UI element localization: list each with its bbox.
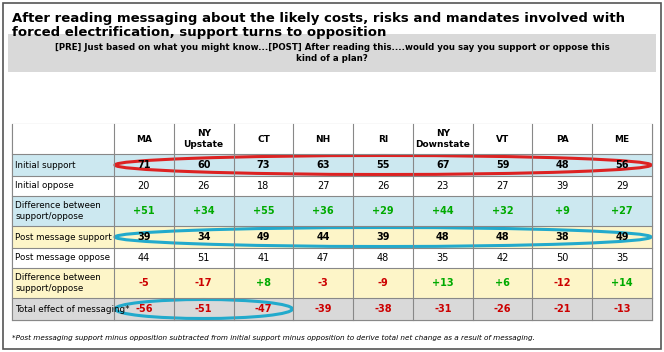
Text: +27: +27 <box>612 206 633 216</box>
Text: VT: VT <box>496 134 509 144</box>
Text: NH: NH <box>315 134 331 144</box>
Text: 48: 48 <box>436 232 450 242</box>
Text: 48: 48 <box>496 232 509 242</box>
Text: 27: 27 <box>496 181 509 191</box>
Text: 51: 51 <box>197 253 210 263</box>
Text: 39: 39 <box>137 232 151 242</box>
Text: 26: 26 <box>197 181 210 191</box>
Bar <box>12 124 652 320</box>
Text: 41: 41 <box>258 253 270 263</box>
Text: -26: -26 <box>494 304 511 314</box>
Bar <box>12 154 652 176</box>
Text: 49: 49 <box>616 232 629 242</box>
Text: -31: -31 <box>434 304 452 314</box>
Text: 47: 47 <box>317 253 329 263</box>
Text: RI: RI <box>378 134 388 144</box>
Text: 48: 48 <box>556 160 569 170</box>
Text: 44: 44 <box>137 253 150 263</box>
Bar <box>8 34 656 72</box>
Text: 50: 50 <box>556 253 568 263</box>
Text: CT: CT <box>257 134 270 144</box>
Text: 23: 23 <box>437 181 449 191</box>
Text: -39: -39 <box>315 304 332 314</box>
Bar <box>12 298 652 320</box>
Text: PA: PA <box>556 134 568 144</box>
Text: -17: -17 <box>195 278 212 288</box>
Text: 27: 27 <box>317 181 329 191</box>
Text: Post message oppose: Post message oppose <box>15 253 110 263</box>
Text: +32: +32 <box>492 206 513 216</box>
Text: -9: -9 <box>378 278 388 288</box>
Text: -38: -38 <box>374 304 392 314</box>
Text: -51: -51 <box>195 304 212 314</box>
Text: +9: +9 <box>555 206 570 216</box>
Text: +29: +29 <box>373 206 394 216</box>
Text: Initial support: Initial support <box>15 161 76 170</box>
Text: NY
Upstate: NY Upstate <box>184 129 224 149</box>
Text: 56: 56 <box>616 160 629 170</box>
Text: 44: 44 <box>317 232 330 242</box>
Bar <box>12 124 652 154</box>
Text: 55: 55 <box>376 160 390 170</box>
Text: -56: -56 <box>135 304 153 314</box>
Text: 29: 29 <box>616 181 628 191</box>
Text: NY
Downstate: NY Downstate <box>416 129 470 149</box>
Text: -3: -3 <box>318 278 329 288</box>
Text: 71: 71 <box>137 160 151 170</box>
Text: 73: 73 <box>257 160 270 170</box>
Text: Initial oppose: Initial oppose <box>15 182 74 190</box>
Text: 26: 26 <box>376 181 389 191</box>
Text: +36: +36 <box>312 206 334 216</box>
Text: 35: 35 <box>616 253 628 263</box>
Text: Difference between
support/oppose: Difference between support/oppose <box>15 273 101 293</box>
Text: [PRE] Just based on what you might know...[POST] After reading this....would you: [PRE] Just based on what you might know.… <box>54 43 610 63</box>
Text: forced electrification, support turns to opposition: forced electrification, support turns to… <box>12 26 386 39</box>
Text: -5: -5 <box>139 278 149 288</box>
Text: 60: 60 <box>197 160 210 170</box>
Text: After reading messaging about the likely costs, risks and mandates involved with: After reading messaging about the likely… <box>12 12 625 25</box>
Bar <box>12 196 652 226</box>
Text: 20: 20 <box>137 181 150 191</box>
Text: Post message support: Post message support <box>15 233 112 241</box>
Text: Difference between
support/oppose: Difference between support/oppose <box>15 201 101 221</box>
Text: Total effect of messaging*: Total effect of messaging* <box>15 304 129 314</box>
Text: +34: +34 <box>193 206 214 216</box>
Bar <box>12 248 652 268</box>
Text: 38: 38 <box>556 232 569 242</box>
Text: 49: 49 <box>257 232 270 242</box>
Text: MA: MA <box>136 134 152 144</box>
Text: -13: -13 <box>614 304 631 314</box>
Text: 35: 35 <box>437 253 449 263</box>
Text: 42: 42 <box>497 253 509 263</box>
Text: +44: +44 <box>432 206 454 216</box>
Text: +14: +14 <box>612 278 633 288</box>
Bar <box>12 268 652 298</box>
Text: *Post messaging support minus opposition subtracted from initial support minus o: *Post messaging support minus opposition… <box>12 335 535 341</box>
Text: +8: +8 <box>256 278 271 288</box>
Text: 39: 39 <box>376 232 390 242</box>
Text: +51: +51 <box>133 206 155 216</box>
Text: 39: 39 <box>556 181 568 191</box>
Text: +6: +6 <box>495 278 510 288</box>
Text: 48: 48 <box>377 253 389 263</box>
Text: 63: 63 <box>317 160 330 170</box>
Text: -47: -47 <box>255 304 272 314</box>
Text: +55: +55 <box>252 206 274 216</box>
Text: 59: 59 <box>496 160 509 170</box>
Text: ME: ME <box>615 134 629 144</box>
Text: 67: 67 <box>436 160 450 170</box>
Bar <box>12 176 652 196</box>
Text: 18: 18 <box>258 181 270 191</box>
Bar <box>12 226 652 248</box>
Text: 34: 34 <box>197 232 210 242</box>
Text: -21: -21 <box>554 304 571 314</box>
Text: -12: -12 <box>554 278 571 288</box>
Text: +13: +13 <box>432 278 454 288</box>
